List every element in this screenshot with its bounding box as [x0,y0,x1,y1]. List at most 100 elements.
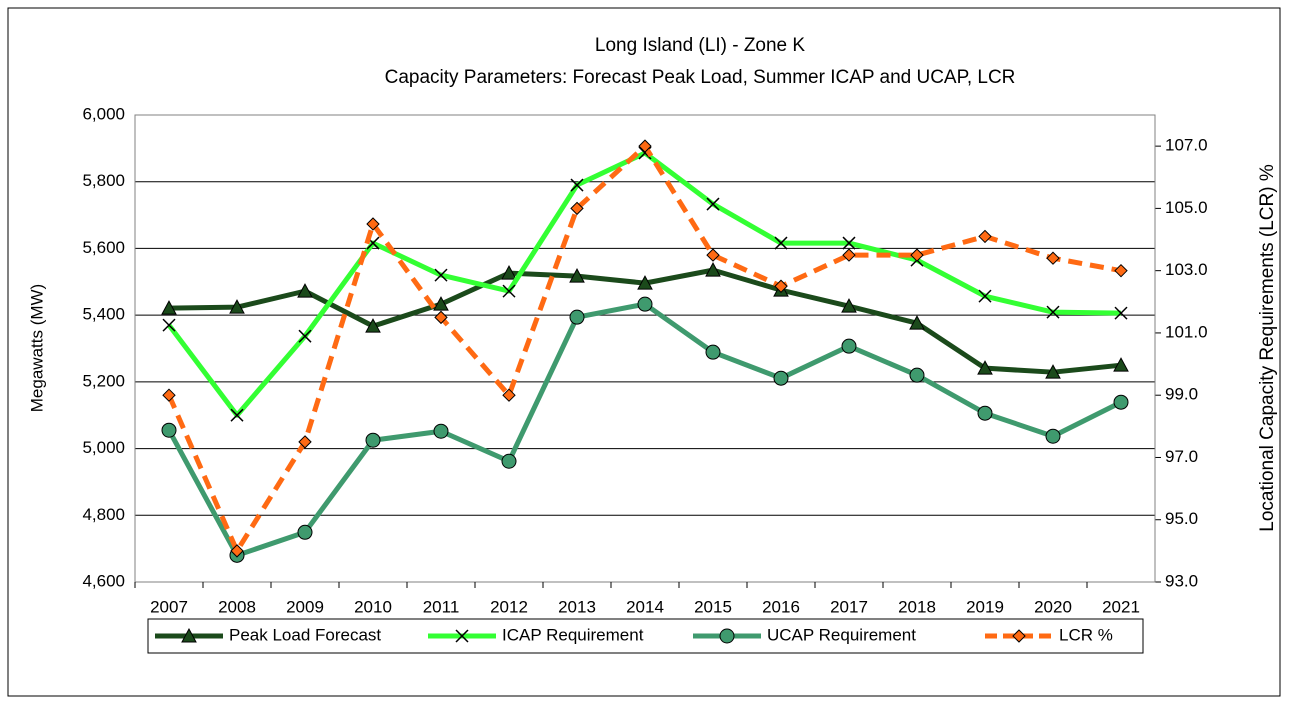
marker [434,268,448,282]
x-tick-label: 2015 [694,597,732,616]
marker [570,178,584,192]
marker [1114,306,1128,320]
marker [842,236,856,250]
x-tick-label: 2009 [286,597,324,616]
legend-label: ICAP Requirement [502,625,644,644]
marker [455,629,469,643]
legend-label: Peak Load Forecast [229,625,381,644]
marker [978,229,992,244]
marker [433,296,449,311]
x-tick-label: 2014 [626,597,664,616]
legend-box [147,618,1144,654]
x-tick-label: 2011 [423,597,460,616]
marker [1045,428,1061,444]
marker [909,315,925,330]
legend-label: UCAP Requirement [767,625,916,644]
y2-tick-label: 99.0 [1165,385,1198,404]
marker [1012,629,1026,643]
x-tick-label: 2010 [354,597,392,616]
marker [1113,394,1129,410]
marker [719,628,735,644]
x-tick-label: 2019 [966,597,1004,616]
marker [229,299,245,314]
y-axis-title: Megawatts (MW) [27,284,46,412]
marker [297,524,313,540]
marker [433,423,449,439]
marker [774,236,788,250]
y2-tick-label: 103.0 [1165,260,1208,279]
y-tick-label: 5,600 [82,238,125,257]
x-tick-label: 2012 [490,597,528,616]
x-tick-label: 2008 [218,597,256,616]
marker [774,279,788,293]
marker [365,318,381,333]
marker [1114,263,1128,278]
marker [773,370,789,386]
marker [638,139,652,153]
marker [569,309,585,325]
marker [230,408,244,422]
y2-axis-title: Locational Capacity Requirements (LCR) % [1257,164,1278,532]
marker [1045,364,1061,379]
x-tick-label: 2016 [762,597,800,616]
y2-tick-label: 93.0 [1165,571,1198,590]
y-tick-label: 5,800 [82,171,125,190]
marker [230,544,244,558]
marker [298,329,312,343]
chart-frame [7,7,1281,697]
marker [162,388,176,402]
marker [297,283,313,298]
y-tick-label: 5,400 [82,305,125,324]
marker [298,435,312,449]
marker [434,310,448,325]
marker [842,248,856,262]
x-tick-label: 2013 [558,597,596,616]
marker [637,296,653,312]
y2-tick-label: 107.0 [1165,136,1208,155]
x-tick-label: 2021 [1102,597,1140,616]
x-tick-label: 2020 [1034,597,1072,616]
y2-tick-label: 95.0 [1165,509,1198,528]
y2-tick-label: 97.0 [1165,447,1198,466]
marker [705,344,721,360]
marker [161,300,177,315]
marker [502,388,516,402]
marker [637,275,653,290]
marker [161,422,177,438]
y-tick-label: 5,200 [82,371,125,390]
x-tick-label: 2017 [830,597,868,616]
marker [909,367,925,383]
marker [978,289,992,303]
marker [570,201,584,216]
marker [1046,305,1060,319]
marker [569,268,585,283]
plot-area [134,114,1156,583]
marker [841,338,857,354]
marker [181,627,197,643]
marker [501,265,517,280]
legend-label: LCR % [1059,625,1113,644]
marker [502,284,516,298]
y-tick-label: 6,000 [82,104,125,123]
marker [1113,357,1129,372]
chart-subtitle: Capacity Parameters: Forecast Peak Load,… [385,67,1016,88]
y2-tick-label: 105.0 [1165,198,1208,217]
marker [910,248,924,262]
chart-title: Long Island (LI) - Zone K [595,35,805,56]
marker [841,298,857,313]
marker [162,318,176,332]
marker [977,405,993,421]
marker [365,432,381,448]
x-tick-label: 2007 [150,597,188,616]
marker [977,360,993,375]
y-tick-label: 5,000 [82,438,125,457]
marker [706,248,720,262]
marker [366,217,380,231]
x-tick-label: 2018 [898,597,936,616]
marker [705,262,721,277]
marker [501,453,517,469]
marker [706,197,720,211]
marker [1046,251,1060,265]
y-tick-label: 4,800 [82,505,125,524]
